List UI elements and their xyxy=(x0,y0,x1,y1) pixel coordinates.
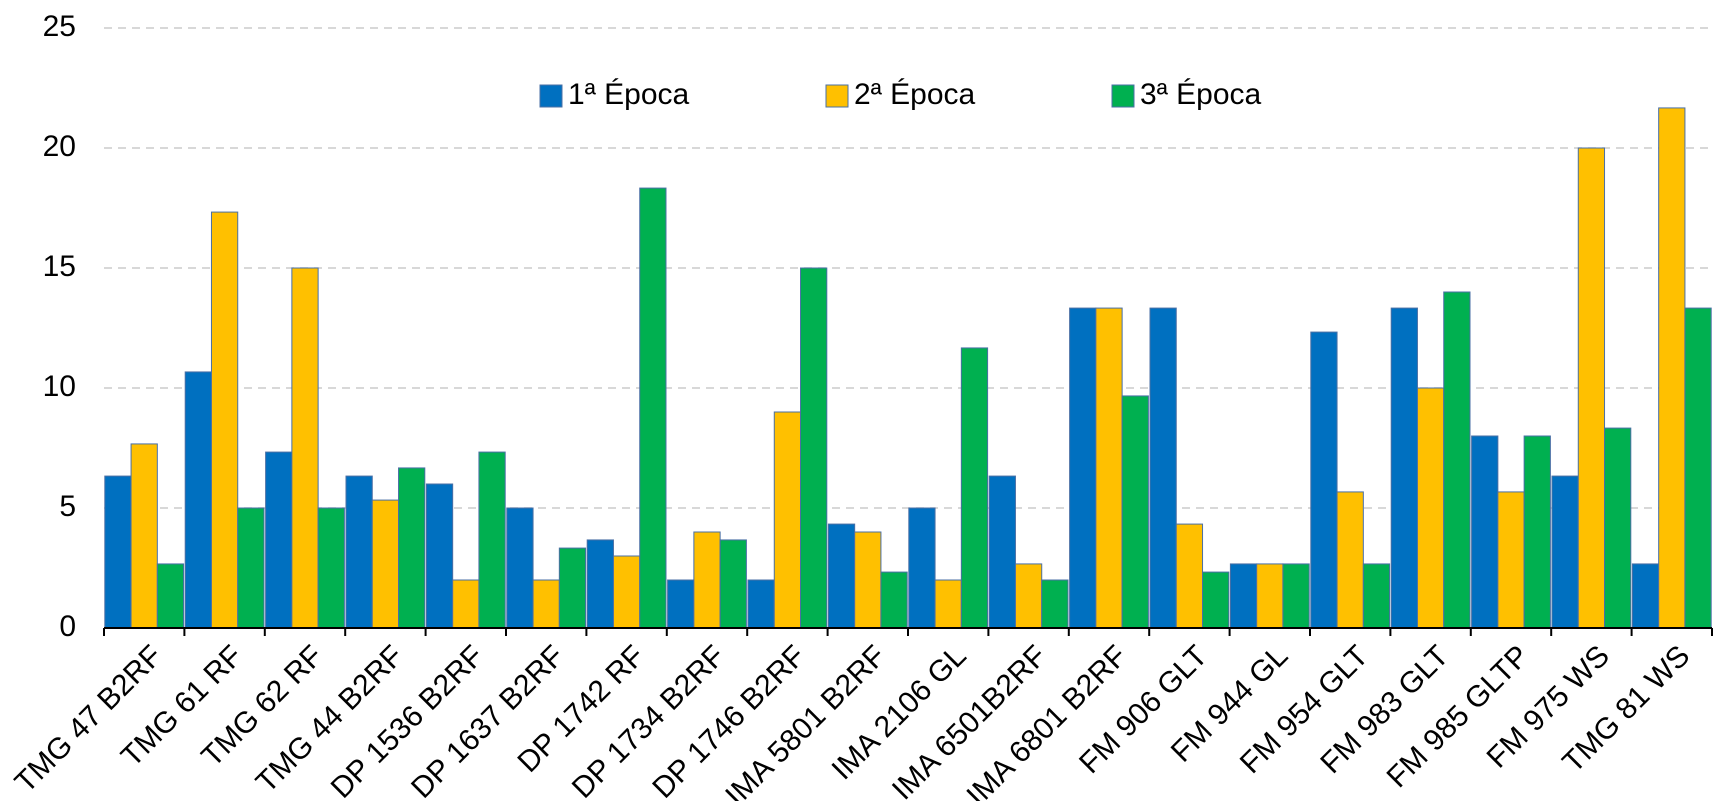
legend-label: 1ª Época xyxy=(568,78,690,111)
x-tick-label: FM 985 GLTP xyxy=(1381,639,1536,794)
bar xyxy=(1175,523,1204,629)
y-tick-label: 0 xyxy=(59,610,76,643)
bar xyxy=(317,507,345,629)
bar xyxy=(1121,395,1149,629)
bar xyxy=(1362,563,1391,629)
bar xyxy=(532,579,560,629)
bar xyxy=(1149,307,1177,629)
bar xyxy=(1390,307,1418,629)
bar xyxy=(371,499,400,629)
y-tick-label: 10 xyxy=(43,370,76,403)
bar xyxy=(265,451,293,629)
bar xyxy=(1684,307,1712,629)
bar xyxy=(1069,307,1097,629)
bar xyxy=(1041,579,1069,629)
bar xyxy=(1095,307,1123,629)
bar xyxy=(773,411,802,629)
bar xyxy=(827,523,856,629)
bar xyxy=(130,443,158,629)
bar xyxy=(693,531,721,629)
bar xyxy=(586,539,614,629)
y-tick-label: 25 xyxy=(43,10,76,43)
bar xyxy=(719,539,747,629)
bar xyxy=(425,483,454,629)
bar xyxy=(1523,435,1551,629)
bar xyxy=(1416,387,1445,629)
bar xyxy=(1497,491,1525,629)
legend-label: 3ª Época xyxy=(1140,78,1262,111)
bar xyxy=(800,267,828,629)
bar xyxy=(960,347,989,629)
bar xyxy=(1229,563,1258,629)
legend-swatch xyxy=(825,84,849,108)
bar xyxy=(747,579,775,629)
y-tick-label: 15 xyxy=(43,250,76,283)
bar xyxy=(854,531,882,629)
bar xyxy=(1202,571,1230,629)
bar xyxy=(558,547,587,629)
legend-swatch xyxy=(1111,84,1135,108)
bar xyxy=(478,451,506,629)
bar xyxy=(1604,427,1632,629)
bar xyxy=(1256,563,1284,629)
bar xyxy=(1551,475,1579,629)
y-tick-label: 20 xyxy=(43,130,76,163)
bar xyxy=(1658,107,1686,629)
bar xyxy=(1310,331,1338,629)
bar xyxy=(104,475,132,629)
bar xyxy=(988,475,1016,629)
bar xyxy=(1577,147,1606,629)
bar xyxy=(184,371,212,629)
bar xyxy=(345,475,373,629)
bar xyxy=(291,267,319,629)
bar xyxy=(156,563,185,629)
bar xyxy=(452,579,480,629)
bar xyxy=(1282,563,1310,629)
bar xyxy=(1014,563,1043,629)
bar xyxy=(237,507,265,629)
legend-label: 2ª Época xyxy=(854,78,976,111)
bar xyxy=(398,467,426,629)
bar xyxy=(612,555,641,629)
bar xyxy=(210,211,239,629)
bar xyxy=(880,571,908,629)
bar xyxy=(1471,435,1499,629)
bar xyxy=(908,507,936,629)
y-tick-label: 5 xyxy=(59,490,76,523)
bar xyxy=(639,187,667,629)
bar xyxy=(1443,291,1471,629)
legend-swatch xyxy=(539,84,563,108)
bar xyxy=(934,579,962,629)
bar xyxy=(667,579,695,629)
bar xyxy=(1336,491,1364,629)
bar xyxy=(506,507,534,629)
bar xyxy=(1631,563,1660,629)
